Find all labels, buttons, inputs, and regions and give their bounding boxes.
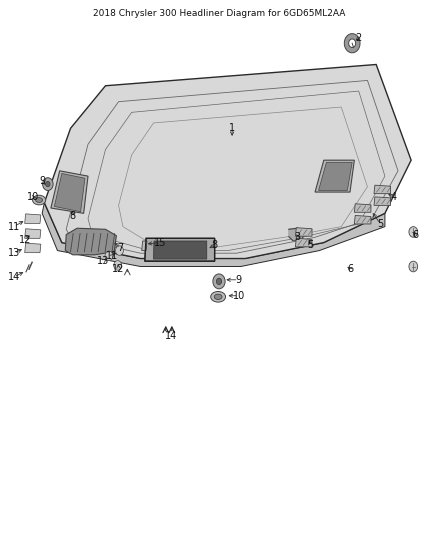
- Text: 9: 9: [39, 176, 45, 187]
- Circle shape: [216, 278, 222, 285]
- Text: 11: 11: [8, 222, 20, 232]
- Ellipse shape: [214, 294, 222, 300]
- Text: 6: 6: [413, 230, 419, 240]
- Text: 2018 Chrysler 300 Headliner Diagram for 6GD65ML2AA: 2018 Chrysler 300 Headliner Diagram for …: [93, 9, 345, 18]
- Polygon shape: [289, 228, 304, 241]
- Text: 3: 3: [294, 232, 300, 243]
- Polygon shape: [354, 204, 371, 212]
- Circle shape: [42, 177, 53, 190]
- Circle shape: [105, 251, 113, 261]
- Text: 5: 5: [378, 219, 384, 229]
- Ellipse shape: [32, 195, 46, 205]
- Polygon shape: [54, 173, 85, 212]
- Text: 11: 11: [106, 251, 118, 261]
- Circle shape: [409, 261, 418, 272]
- Text: 5: 5: [307, 240, 314, 250]
- Polygon shape: [295, 238, 312, 247]
- Polygon shape: [51, 171, 88, 213]
- Text: 7: 7: [118, 243, 124, 253]
- Text: 14: 14: [165, 330, 177, 341]
- Polygon shape: [315, 160, 354, 192]
- Polygon shape: [318, 163, 352, 190]
- Text: 9: 9: [236, 275, 242, 285]
- Text: 6: 6: [347, 264, 353, 274]
- Text: 14: 14: [8, 272, 20, 282]
- Text: 10: 10: [27, 192, 39, 203]
- Text: 1: 1: [229, 123, 235, 133]
- Polygon shape: [25, 229, 41, 238]
- Text: 12: 12: [113, 264, 125, 274]
- Polygon shape: [354, 215, 371, 224]
- Text: 2: 2: [356, 33, 362, 43]
- Wedge shape: [344, 34, 360, 53]
- Polygon shape: [65, 228, 117, 255]
- Text: 13: 13: [97, 256, 110, 266]
- Polygon shape: [142, 241, 147, 251]
- Circle shape: [114, 261, 122, 270]
- Circle shape: [213, 274, 225, 289]
- Circle shape: [46, 181, 50, 187]
- Polygon shape: [374, 197, 391, 205]
- Text: 4: 4: [391, 192, 397, 203]
- Polygon shape: [295, 228, 312, 236]
- Polygon shape: [25, 243, 41, 253]
- Text: 8: 8: [212, 240, 218, 250]
- Polygon shape: [42, 203, 385, 266]
- Polygon shape: [25, 214, 41, 223]
- Text: 15: 15: [154, 238, 166, 247]
- Polygon shape: [44, 64, 411, 259]
- Text: 10: 10: [233, 290, 245, 301]
- Circle shape: [409, 227, 418, 237]
- Text: 8: 8: [70, 211, 76, 221]
- Polygon shape: [374, 185, 391, 193]
- Circle shape: [116, 246, 124, 255]
- Text: 12: 12: [18, 235, 31, 245]
- Ellipse shape: [35, 198, 42, 203]
- Ellipse shape: [211, 292, 226, 302]
- Polygon shape: [153, 241, 207, 259]
- Polygon shape: [145, 238, 215, 261]
- Text: 13: 13: [8, 248, 20, 258]
